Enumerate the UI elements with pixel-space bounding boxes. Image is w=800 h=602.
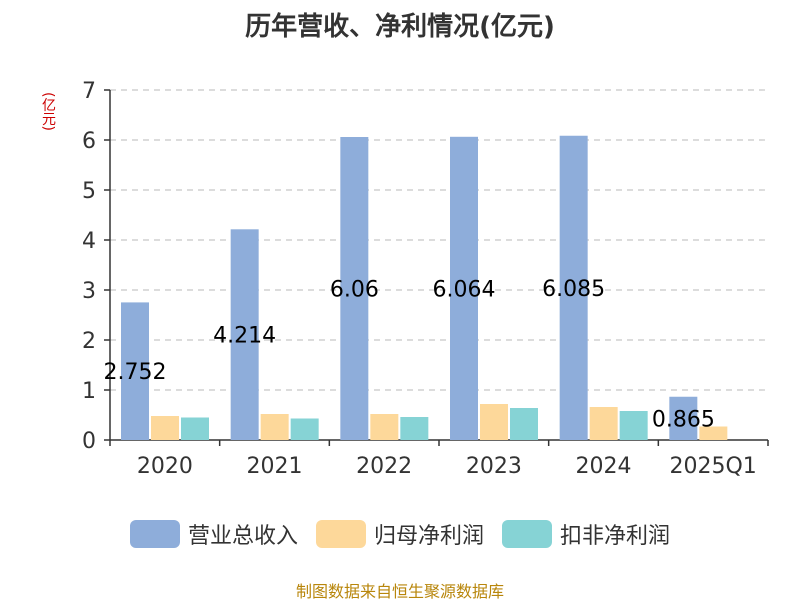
bar-revenue — [121, 302, 149, 440]
data-label: 2.752 — [104, 360, 167, 385]
data-label: 6.064 — [433, 277, 496, 302]
legend-label-deducted-profit: 扣非净利润 — [560, 524, 671, 549]
legend-label-revenue: 营业总收入 — [187, 524, 298, 549]
x-tick-label: 2021 — [247, 454, 303, 479]
legend-swatch-revenue — [129, 520, 180, 548]
x-tick-label: 2022 — [356, 454, 412, 479]
bar-net-profit — [480, 404, 508, 440]
bar-net-profit — [370, 414, 399, 440]
legend-swatch-deducted-profit — [502, 520, 552, 548]
data-label: 4.214 — [213, 324, 276, 349]
bar-revenue — [669, 396, 698, 440]
bar-deducted-profit — [181, 417, 209, 440]
data-label: 6.085 — [542, 277, 605, 302]
x-tick-label: 2024 — [576, 454, 632, 479]
data-source-note: 制图数据来自恒生聚源数据库 — [295, 582, 504, 601]
bar-revenue — [230, 229, 259, 440]
legend-item-revenue[interactable]: 营业总收入 — [129, 518, 298, 550]
data-label: 0.865 — [652, 407, 715, 432]
y-tick-label: 3 — [82, 279, 96, 304]
bar-net-profit — [589, 407, 618, 440]
bar-deducted-profit — [619, 411, 648, 440]
legend-item-net-profit[interactable]: 归母净利润 — [315, 518, 484, 550]
legend-label-net-profit: 归母净利润 — [373, 524, 484, 549]
data-label: 6.06 — [330, 278, 379, 303]
legend-item-deducted-profit[interactable]: 扣非净利润 — [502, 518, 670, 550]
bar-deducted-profit — [510, 408, 538, 440]
bar-revenue — [559, 135, 588, 440]
y-tick-label: 6 — [82, 129, 96, 154]
legend-swatch-net-profit — [315, 520, 366, 548]
y-tick-label: 4 — [82, 229, 96, 254]
y-axis-unit-label: (亿元) — [40, 92, 56, 131]
chart-legend: 营业总收入 归母净利润 扣非净利润 — [0, 518, 800, 550]
bar-net-profit — [151, 416, 179, 440]
bar-revenue — [450, 136, 478, 441]
x-tick-label: 2025Q1 — [670, 454, 757, 479]
x-tick-label: 2020 — [137, 454, 193, 479]
bar-net-profit — [260, 414, 289, 440]
bar-net-profit — [699, 426, 728, 440]
y-tick-label: 7 — [82, 79, 96, 104]
y-tick-label: 1 — [82, 379, 96, 404]
bar-deducted-profit — [400, 417, 429, 440]
x-tick-label: 2023 — [466, 454, 522, 479]
y-tick-label: 2 — [82, 329, 96, 354]
bar-revenue — [340, 137, 369, 440]
chart-title: 历年营收、净利情况(亿元) — [245, 12, 555, 42]
y-tick-label: 5 — [82, 179, 96, 204]
bar-deducted-profit — [290, 418, 319, 440]
y-tick-label: 0 — [82, 429, 96, 454]
